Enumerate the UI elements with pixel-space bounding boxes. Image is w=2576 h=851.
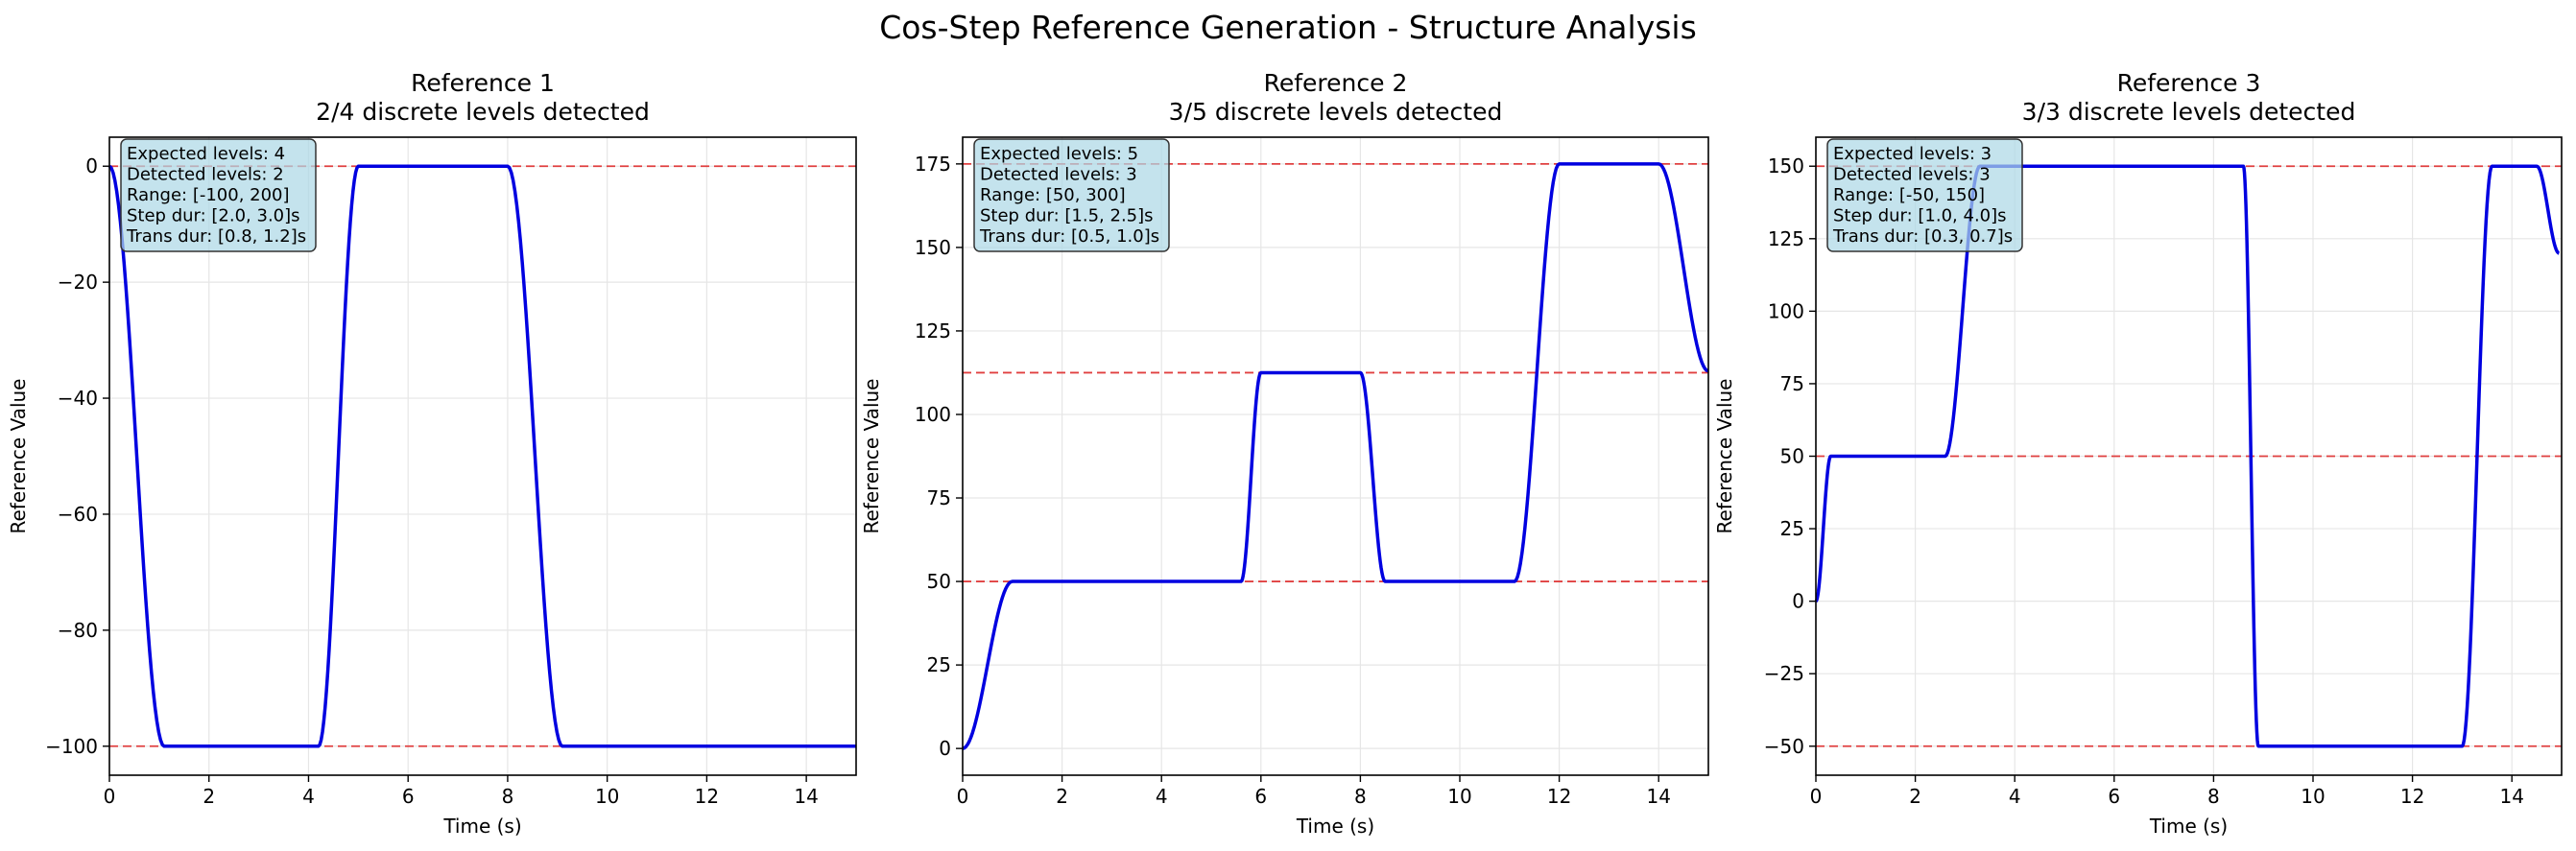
x-tick-label: 14 <box>794 785 818 808</box>
info-box-line: Range: [-100, 200] <box>127 185 290 205</box>
chart-panel-3: Reference 33/3 discrete levels detected 0… <box>1713 69 2563 838</box>
y-tick-label: 25 <box>1780 517 1804 540</box>
x-axis-label: Time (s) <box>1296 815 1374 838</box>
y-tick-label: −50 <box>1764 735 1804 758</box>
y-tick-label: 0 <box>1792 590 1804 613</box>
x-tick-label: 2 <box>1056 785 1068 808</box>
y-tick-label: 0 <box>939 737 951 760</box>
info-box <box>973 138 1170 252</box>
y-tick-label: 0 <box>85 154 98 177</box>
panel-title: Reference 1 <box>411 69 555 97</box>
plot-frame <box>962 136 1709 776</box>
x-tick-label: 10 <box>595 785 619 808</box>
x-tick-label: 2 <box>203 785 215 808</box>
info-box-line: Expected levels: 3 <box>1833 144 1992 164</box>
info-box-line: Step dur: [1.5, 2.5]s <box>980 206 1154 226</box>
x-tick-label: 12 <box>2400 785 2424 808</box>
y-tick-label: 150 <box>1768 154 1804 177</box>
y-tick-label: −100 <box>45 735 98 758</box>
x-tick-label: 6 <box>402 785 415 808</box>
x-tick-label: 6 <box>2108 785 2120 808</box>
x-axis-label: Time (s) <box>2149 815 2228 838</box>
figure-title: Cos-Step Reference Generation - Structur… <box>879 9 1697 46</box>
y-tick-label: −20 <box>58 271 98 294</box>
plot-frame <box>108 136 857 776</box>
x-tick-label: 8 <box>2207 785 2220 808</box>
x-tick-label: 12 <box>695 785 719 808</box>
info-box-line: Detected levels: 3 <box>1833 165 1991 185</box>
info-box <box>120 138 317 252</box>
x-axis-label: Time (s) <box>442 815 521 838</box>
y-tick-label: −80 <box>58 619 98 642</box>
info-box-line: Expected levels: 4 <box>127 144 285 164</box>
y-axis-label: Reference Value <box>1713 379 1736 534</box>
y-axis-label: Reference Value <box>860 379 883 534</box>
info-box-line: Step dur: [2.0, 3.0]s <box>127 206 300 226</box>
x-tick-label: 2 <box>1909 785 1921 808</box>
info-box-line: Trans dur: [0.3, 0.7]s <box>1832 226 2013 247</box>
x-tick-label: 0 <box>1810 785 1823 808</box>
x-tick-label: 8 <box>1354 785 1367 808</box>
y-tick-label: 175 <box>915 153 951 176</box>
x-tick-label: 14 <box>2499 785 2523 808</box>
y-tick-label: 75 <box>927 486 951 509</box>
y-tick-label: −40 <box>58 387 98 410</box>
x-tick-label: 12 <box>1547 785 1571 808</box>
x-tick-label: 4 <box>302 785 315 808</box>
x-tick-label: 4 <box>2009 785 2021 808</box>
series-line <box>962 162 1709 750</box>
y-tick-label: 100 <box>1768 299 1804 322</box>
y-tick-label: 100 <box>915 403 951 426</box>
panel-subtitle: 3/3 discrete levels detected <box>2022 98 2356 126</box>
y-axis-label: Reference Value <box>7 379 30 534</box>
info-box-line: Detected levels: 2 <box>127 165 284 185</box>
y-tick-label: 75 <box>1780 372 1804 395</box>
info-box-line: Detected levels: 3 <box>980 165 1137 185</box>
y-tick-label: 125 <box>915 319 951 343</box>
x-tick-label: 14 <box>1646 785 1670 808</box>
y-tick-label: 50 <box>927 570 951 593</box>
panel-title: Reference 3 <box>2117 69 2261 97</box>
series-line <box>1814 164 2561 748</box>
x-tick-label: 10 <box>1447 785 1471 808</box>
chart-panel-2: Reference 23/5 discrete levels detected 0… <box>860 69 1709 838</box>
panel-subtitle: 3/5 discrete levels detected <box>1169 98 1503 126</box>
y-tick-label: −60 <box>58 503 98 526</box>
info-box-line: Range: [50, 300] <box>980 185 1126 205</box>
series-line <box>107 164 856 748</box>
y-tick-label: −25 <box>1764 662 1804 685</box>
info-box-line: Step dur: [1.0, 4.0]s <box>1833 206 2007 226</box>
chart-panel-1: Reference 12/4 discrete levels detected 0… <box>7 69 857 838</box>
info-box-line: Trans dur: [0.5, 1.0]s <box>979 226 1159 247</box>
x-tick-label: 6 <box>1254 785 1267 808</box>
y-tick-label: 150 <box>915 236 951 259</box>
panel-subtitle: 2/4 discrete levels detected <box>316 98 650 126</box>
y-tick-label: 125 <box>1768 227 1804 250</box>
info-box-line: Expected levels: 5 <box>980 144 1138 164</box>
panel-title: Reference 2 <box>1264 69 1408 97</box>
y-tick-label: 50 <box>1780 445 1804 468</box>
info-box-line: Trans dur: [0.8, 1.2]s <box>126 226 306 247</box>
y-tick-label: 25 <box>927 653 951 676</box>
x-tick-label: 8 <box>502 785 514 808</box>
info-box-line: Range: [-50, 150] <box>1833 185 1985 205</box>
x-tick-label: 0 <box>104 785 116 808</box>
x-tick-label: 10 <box>2301 785 2325 808</box>
x-tick-label: 0 <box>957 785 969 808</box>
x-tick-label: 4 <box>1156 785 1168 808</box>
info-box <box>1826 138 2023 252</box>
